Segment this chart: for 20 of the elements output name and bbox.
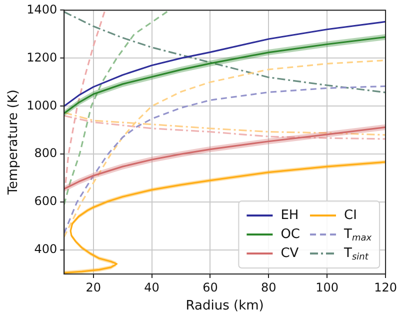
y-tick-label: 400 <box>34 242 58 256</box>
x-tick-label: 80 <box>261 280 276 294</box>
x-tick-label: 100 <box>316 280 339 294</box>
legend-label: CI <box>344 208 357 223</box>
legend-label: CV <box>280 246 299 261</box>
y-tick-label: 1000 <box>26 98 58 112</box>
y-tick-label: 1400 <box>26 2 58 16</box>
line-series <box>64 10 170 206</box>
line-series <box>64 11 386 94</box>
x-tick-label: 20 <box>86 280 101 294</box>
y-axis-title: Temperature (K) <box>6 90 22 196</box>
y-tick-label: 600 <box>34 194 58 208</box>
x-tick-label: 120 <box>374 280 397 294</box>
legend-label: OC <box>280 226 300 242</box>
x-tick-label: 60 <box>202 280 218 294</box>
y-tick-label: 800 <box>34 146 58 160</box>
x-axis-title: Radius (km) <box>186 298 264 314</box>
legend-label: EH <box>280 208 299 223</box>
x-tick-label: 40 <box>144 280 160 294</box>
y-tick-label: 1200 <box>26 50 58 64</box>
